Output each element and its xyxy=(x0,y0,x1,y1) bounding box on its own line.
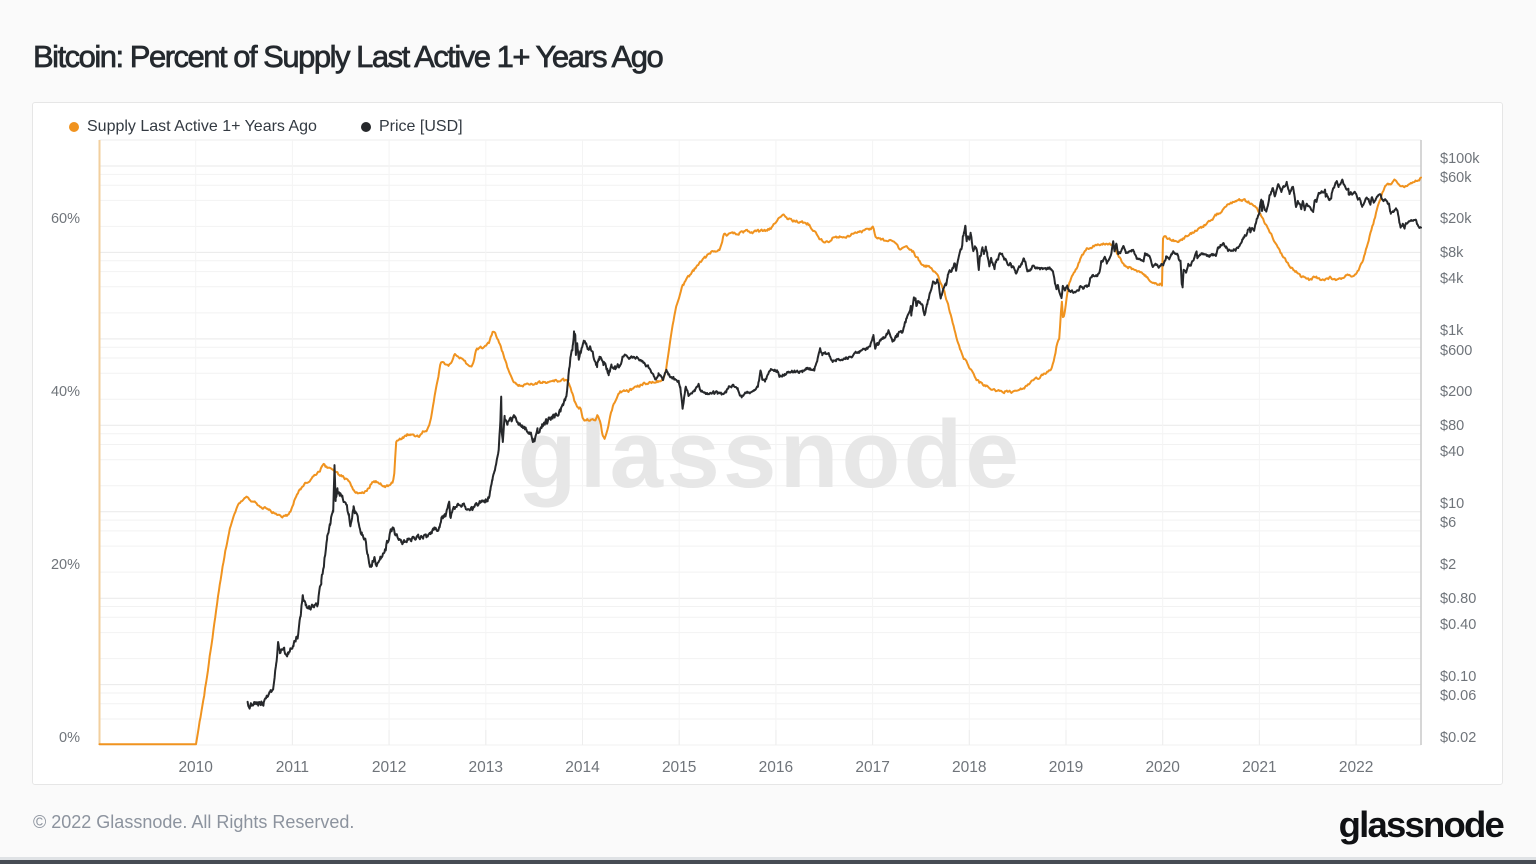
svg-text:glassnode: glassnode xyxy=(518,401,1023,508)
